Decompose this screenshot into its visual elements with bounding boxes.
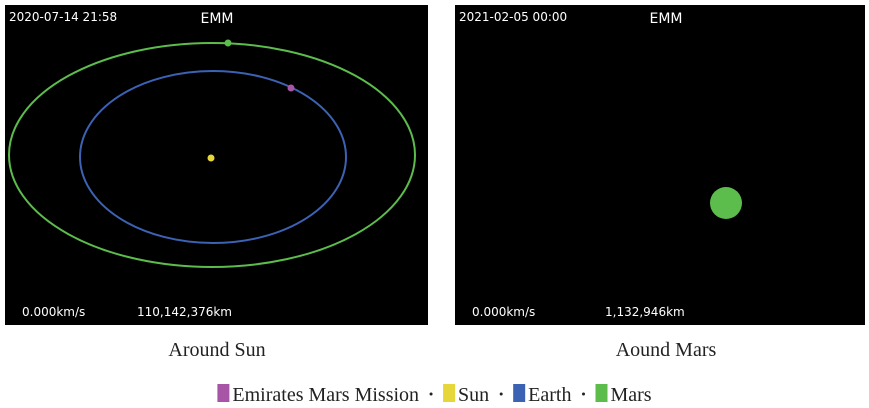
panel-title: EMM bbox=[200, 11, 233, 27]
legend-label: Sun bbox=[458, 384, 489, 406]
legend-swatch bbox=[217, 384, 229, 402]
panel-mars bbox=[455, 5, 865, 325]
legend: Emirates Mars Mission Sun Earth Mars bbox=[217, 384, 651, 406]
legend-label: Emirates Mars Mission bbox=[232, 384, 419, 406]
mars bbox=[710, 187, 742, 219]
legend-swatch bbox=[513, 384, 525, 402]
timestamp: 2020-07-14 21:58 bbox=[9, 10, 117, 24]
speed: 0.000km/s bbox=[22, 305, 85, 319]
panel-sun bbox=[5, 5, 428, 325]
legend-swatch bbox=[595, 384, 607, 402]
legend-swatch bbox=[443, 384, 455, 402]
legend-label: Mars bbox=[610, 384, 651, 406]
speed: 0.000km/s bbox=[472, 305, 535, 319]
timestamp: 2021-02-05 00:00 bbox=[459, 10, 567, 24]
legend-label: Earth bbox=[528, 384, 571, 406]
legend-separator bbox=[500, 393, 503, 396]
panel-title: EMM bbox=[649, 11, 682, 27]
legend-separator bbox=[582, 393, 585, 396]
spacecraft bbox=[288, 85, 295, 92]
mars bbox=[225, 40, 232, 47]
figure: 2020-07-14 21:58 EMM 0.000km/s 110,142,3… bbox=[0, 0, 869, 408]
caption: Aound Mars bbox=[616, 339, 717, 361]
caption: Around Sun bbox=[168, 339, 265, 361]
legend-separator bbox=[430, 393, 433, 396]
distance: 110,142,376km bbox=[137, 305, 232, 319]
sun bbox=[208, 155, 215, 162]
distance: 1,132,946km bbox=[605, 305, 685, 319]
